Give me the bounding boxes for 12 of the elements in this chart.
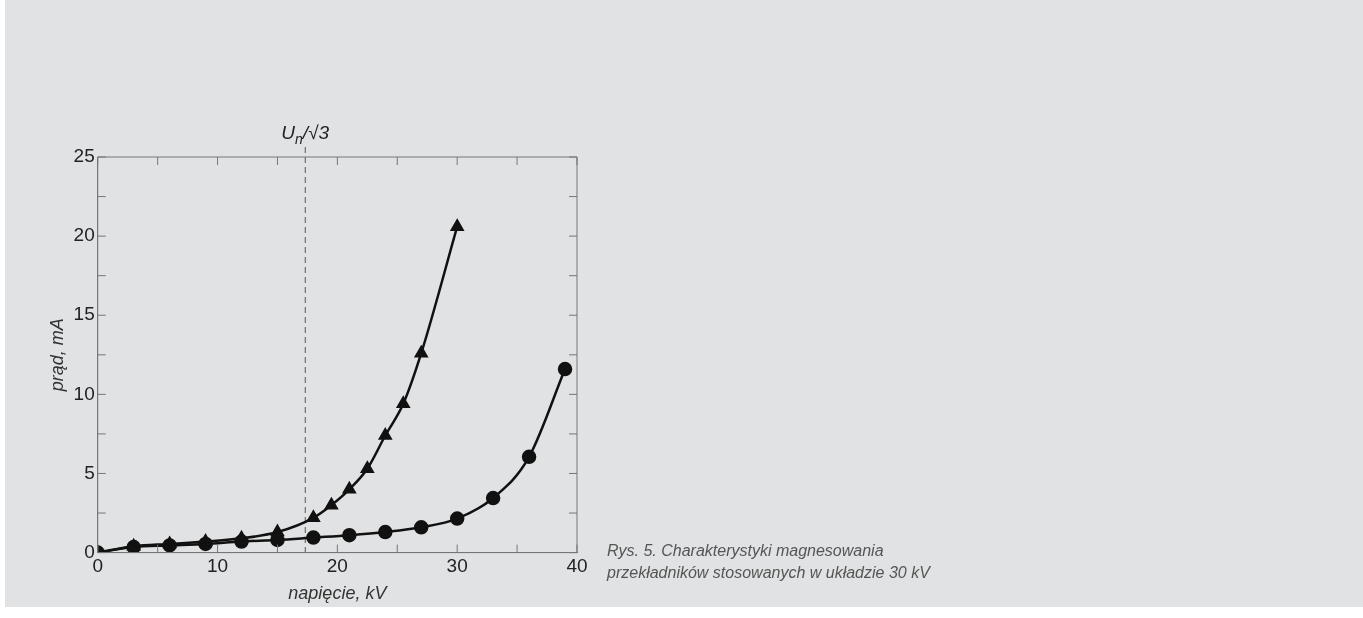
y-tick-label: 5	[84, 461, 95, 483]
x-tick-label: 20	[326, 555, 348, 577]
x-tick-label: 40	[566, 555, 588, 577]
y-tick-label: 25	[73, 145, 95, 167]
y-axis-title: prąd, mA	[46, 318, 67, 393]
y-tick-label: 15	[73, 303, 95, 325]
y-tick-label: 10	[73, 382, 95, 404]
x-tick-label: 30	[446, 555, 468, 577]
text: Rys. 5. Charakterystyki magnesowania przekładników stosowanych w układzie 30 kV	[607, 541, 932, 583]
x-axis-title: napięcie, kV	[288, 583, 389, 604]
y-tick-label: 20	[73, 224, 95, 246]
x-tick-label: 10	[206, 555, 229, 577]
